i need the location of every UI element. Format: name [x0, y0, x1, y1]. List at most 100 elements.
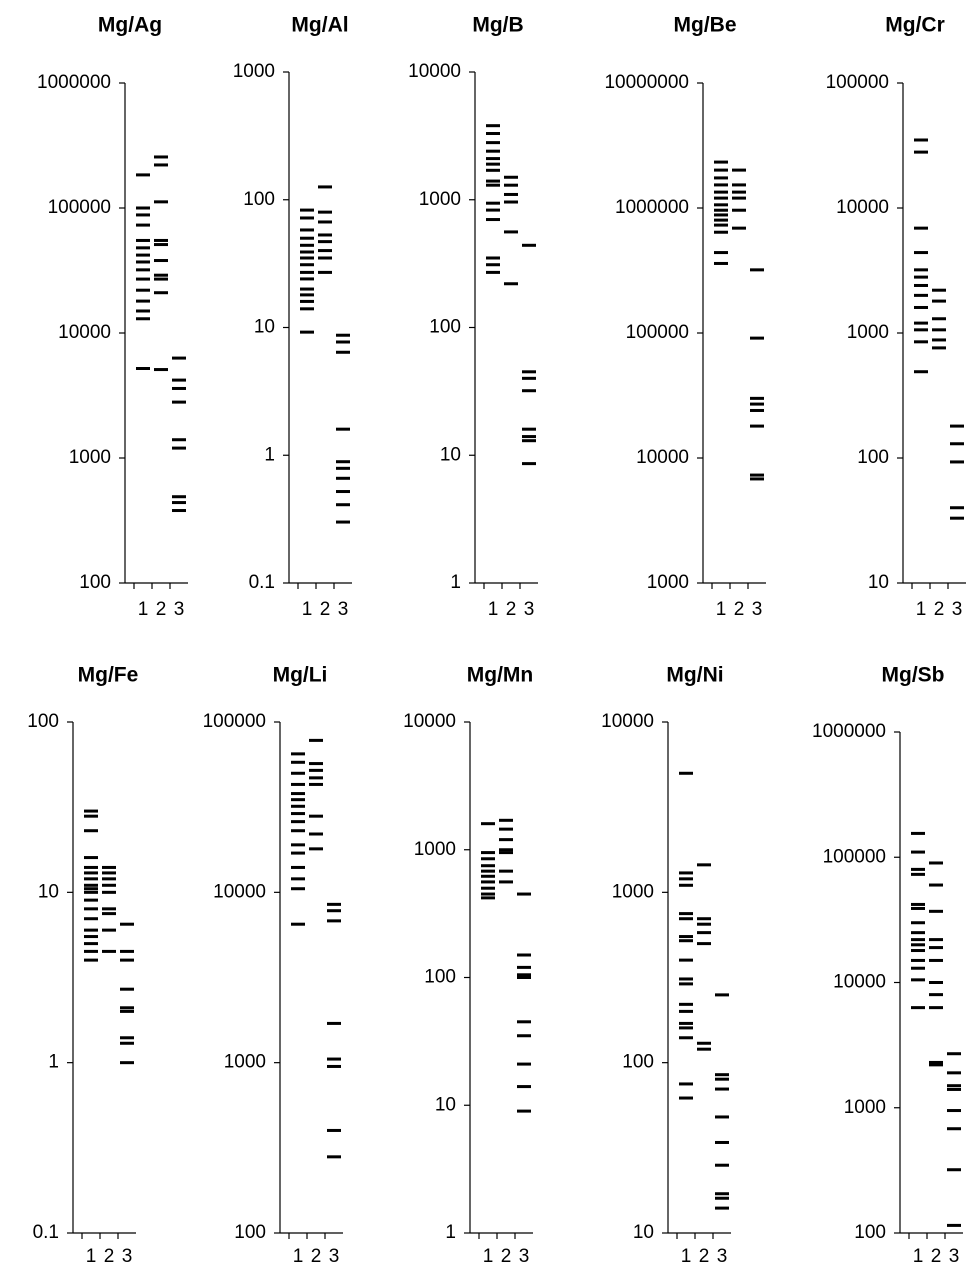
dash-mark	[679, 1096, 693, 1100]
dash-mark	[679, 1026, 693, 1030]
x-tick-label: 1	[138, 599, 149, 620]
dash-mark	[291, 782, 305, 786]
dash-mark	[950, 424, 964, 428]
dash-mark	[486, 141, 500, 145]
dash-mark	[714, 218, 728, 222]
dash-mark	[172, 400, 186, 404]
chart-title: Mg/Al	[291, 14, 348, 37]
dash-mark	[499, 827, 513, 831]
dash-mark	[715, 1087, 729, 1091]
y-tick-label: 10000000	[604, 72, 689, 93]
dash-mark	[136, 246, 150, 250]
dash-mark	[914, 321, 928, 325]
dash-mark	[486, 183, 500, 187]
dash-mark	[714, 168, 728, 172]
dash-mark	[300, 243, 314, 247]
chart-title: Mg/Fe	[78, 664, 139, 687]
dash-mark	[714, 196, 728, 200]
x-tick-label: 2	[931, 1246, 942, 1267]
dash-mark	[291, 922, 305, 926]
dash-mark	[750, 336, 764, 340]
dash-mark	[947, 1168, 961, 1172]
y-tick-label: 10000	[58, 322, 111, 343]
dash-mark	[291, 865, 305, 869]
dash-mark	[715, 1192, 729, 1196]
dash-mark	[309, 762, 323, 766]
dash-mark	[679, 1082, 693, 1086]
dash-mark	[499, 869, 513, 873]
dash-mark	[914, 370, 928, 374]
y-tick-label: 10000	[601, 711, 654, 732]
x-tick-label: 3	[952, 599, 963, 620]
y-tick-label: 1	[450, 572, 461, 593]
y-tick-label: 10000	[836, 197, 889, 218]
dash-mark	[714, 183, 728, 187]
dash-mark	[318, 256, 332, 260]
dash-mark	[504, 200, 518, 204]
dash-mark	[300, 293, 314, 297]
dash-mark	[499, 838, 513, 842]
dash-mark	[120, 1036, 134, 1040]
y-tick-label: 100	[857, 447, 889, 468]
x-tick-label: 2	[104, 1246, 115, 1267]
dash-mark	[522, 435, 536, 439]
dash-mark	[318, 270, 332, 274]
dash-mark	[291, 760, 305, 764]
dash-mark	[911, 872, 925, 876]
dash-mark	[486, 179, 500, 183]
x-tick-label: 1	[483, 1246, 494, 1267]
dash-mark	[914, 305, 928, 309]
dash-mark	[911, 906, 925, 910]
dash-mark	[914, 283, 928, 287]
dash-mark	[697, 931, 711, 935]
dash-mark	[486, 256, 500, 260]
dash-mark	[517, 1034, 531, 1038]
dash-mark	[679, 958, 693, 962]
dash-mark	[950, 442, 964, 446]
dash-mark	[154, 238, 168, 242]
dash-mark	[309, 782, 323, 786]
dash-mark	[947, 1071, 961, 1075]
dash-mark	[732, 226, 746, 230]
dash-mark	[714, 176, 728, 180]
dash-mark	[84, 877, 98, 881]
dash-mark	[300, 228, 314, 232]
dash-mark	[914, 226, 928, 230]
y-tick-label: 10000	[408, 61, 461, 82]
dash-mark	[517, 965, 531, 969]
x-tick-label: 3	[752, 599, 763, 620]
dash-mark	[486, 157, 500, 161]
dash-mark	[911, 938, 925, 942]
dash-mark	[300, 208, 314, 212]
dash-mark	[481, 886, 495, 890]
dash-mark	[911, 949, 925, 953]
y-tick-label: 10	[435, 1094, 456, 1115]
dash-mark	[172, 438, 186, 442]
dash-mark	[136, 206, 150, 210]
dash-mark	[929, 861, 943, 865]
dash-mark	[947, 1087, 961, 1091]
dash-mark	[300, 287, 314, 291]
dash-mark	[481, 857, 495, 861]
dash-mark	[929, 909, 943, 913]
dash-mark	[120, 1009, 134, 1013]
dash-mark	[517, 1109, 531, 1113]
x-tick-label: 2	[734, 599, 745, 620]
y-tick-label: 100	[234, 1222, 266, 1243]
dash-mark	[172, 495, 186, 499]
dash-mark	[947, 1052, 961, 1056]
x-tick-label: 1	[293, 1246, 304, 1267]
dash-mark	[714, 223, 728, 227]
y-tick-label: 100000	[203, 711, 266, 732]
dash-mark	[911, 966, 925, 970]
dash-mark	[750, 408, 764, 412]
dash-mark	[120, 987, 134, 991]
dash-mark	[336, 520, 350, 524]
x-tick-label: 2	[311, 1246, 322, 1267]
dash-mark	[486, 124, 500, 128]
dash-mark	[486, 201, 500, 205]
dash-mark	[522, 370, 536, 374]
dash-mark	[291, 798, 305, 802]
dash-mark	[154, 243, 168, 247]
